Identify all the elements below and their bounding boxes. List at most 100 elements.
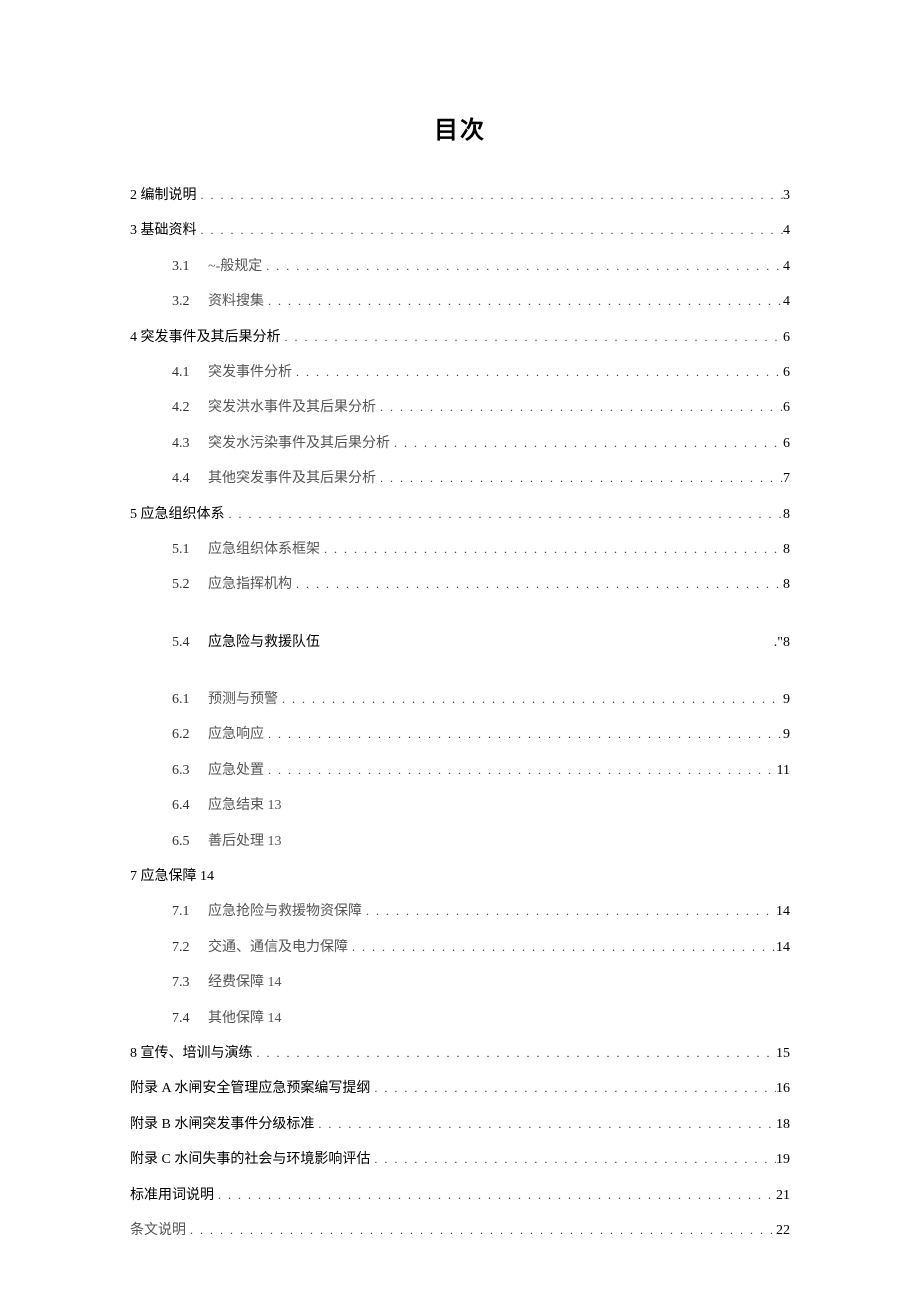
toc-leader-dots bbox=[253, 1044, 777, 1063]
toc-page-number: 15 bbox=[776, 1043, 790, 1065]
toc-entry: 5.4应急险与救援队伍."8 bbox=[130, 632, 790, 654]
toc-entry-label: 3 基础资料 bbox=[130, 220, 197, 242]
toc-entry-text: 应急组织体系框架 bbox=[208, 542, 320, 557]
toc-leader-dots bbox=[264, 292, 783, 311]
toc-entry-label: 5.2应急指挥机构 bbox=[172, 574, 292, 596]
toc-entry-text: 附录 A 水闸安全管理应急预案编写提纲 bbox=[130, 1081, 370, 1096]
toc-entry-text: 突发洪水事件及其后果分析 bbox=[208, 400, 376, 415]
toc-entry-label: 5.4应急险与救援队伍 bbox=[172, 632, 320, 654]
toc-entry: 3.1~-般规定4 bbox=[130, 256, 790, 278]
toc-entry-label: 7 应急保障 14 bbox=[130, 866, 214, 888]
toc-entry: 8 宣传、培训与演练 15 bbox=[130, 1043, 790, 1065]
toc-entry-text: 预测与预警 bbox=[208, 692, 278, 707]
toc-page-number: 6 bbox=[783, 433, 790, 455]
toc-entry-number: 3.2 bbox=[172, 291, 208, 313]
toc-entry: 3.2资料搜集4 bbox=[130, 291, 790, 313]
toc-page-number: 14 bbox=[776, 937, 790, 959]
toc-entry-text: 2 编制说明 bbox=[130, 188, 197, 203]
toc-page-number: 19 bbox=[776, 1149, 790, 1171]
toc-page-number: 21 bbox=[776, 1185, 790, 1207]
toc-leader-dots bbox=[197, 221, 784, 240]
toc-page-number: 14 bbox=[776, 901, 790, 923]
toc-entry-label: 6.5善后处理 13 bbox=[172, 831, 282, 853]
toc-page-number: 8 bbox=[783, 504, 790, 526]
toc-entry-text: 标准用词说明 bbox=[130, 1188, 214, 1203]
toc-entry-text: 3 基础资料 bbox=[130, 223, 197, 238]
toc-entry-label: 3.2资料搜集 bbox=[172, 291, 264, 313]
toc-entry: 4.4其他突发事件及其后果分析 7 bbox=[130, 468, 790, 490]
toc-entry: 7.4其他保障 14 bbox=[130, 1008, 790, 1030]
toc-entry: 3 基础资料 4 bbox=[130, 220, 790, 242]
toc-leader-dots bbox=[225, 505, 784, 524]
toc-page-number: 6 bbox=[783, 362, 790, 384]
toc-entry-text: 7 应急保障 14 bbox=[130, 869, 214, 884]
toc-entry: 2 编制说明 3 bbox=[130, 185, 790, 207]
toc-entry-number: 7.3 bbox=[172, 972, 208, 994]
toc-entry-label: 7.2交通、通信及电力保障 bbox=[172, 937, 348, 959]
toc-leader-dots bbox=[292, 363, 783, 382]
toc-entry-number: 5.2 bbox=[172, 574, 208, 596]
toc-entry: 4.1突发事件分析 6 bbox=[130, 362, 790, 384]
toc-page-number: 7 bbox=[783, 468, 790, 490]
toc-entry-number: 4.1 bbox=[172, 362, 208, 384]
toc-leader-dots bbox=[370, 1150, 776, 1169]
toc-entry: 7.3经费保障 14 bbox=[130, 972, 790, 994]
toc-entry-number: 6.2 bbox=[172, 724, 208, 746]
toc-entry: 6.2应急响应 9 bbox=[130, 724, 790, 746]
toc-entry-label: 5 应急组织体系 bbox=[130, 504, 225, 526]
toc-entry-label: 6.3应急处置 bbox=[172, 760, 264, 782]
toc-entry-label: 5.1应急组织体系框架 bbox=[172, 539, 320, 561]
toc-page-number: 6 bbox=[783, 397, 790, 419]
toc-page-number: 18 bbox=[776, 1114, 790, 1136]
toc-leader-dots bbox=[281, 328, 784, 347]
toc-entry-text: 经费保障 14 bbox=[208, 975, 282, 990]
toc-leader-dots bbox=[376, 398, 783, 417]
toc-leader-dots bbox=[376, 469, 783, 488]
toc-leader-dots bbox=[264, 761, 777, 780]
toc-entry-text: 应急响应 bbox=[208, 727, 264, 742]
toc-entry: 7 应急保障 14 bbox=[130, 866, 790, 888]
toc-entry: 4.3突发水污染事件及其后果分析6 bbox=[130, 433, 790, 455]
toc-entry: 5.1应急组织体系框架 8 bbox=[130, 539, 790, 561]
toc-entry-number: 4.4 bbox=[172, 468, 208, 490]
toc-entry-number: 6.1 bbox=[172, 689, 208, 711]
toc-leader-dots bbox=[262, 257, 783, 276]
toc-entry-label: 4.4其他突发事件及其后果分析 bbox=[172, 468, 376, 490]
toc-entry-text: 8 宣传、培训与演练 bbox=[130, 1046, 253, 1061]
toc-entry-label: 4.1突发事件分析 bbox=[172, 362, 292, 384]
toc-entry-number: 7.4 bbox=[172, 1008, 208, 1030]
toc-entry-number: 6.5 bbox=[172, 831, 208, 853]
toc-entry-number: 4.3 bbox=[172, 433, 208, 455]
toc-entry-text: 附录 B 水闸突发事件分级标准 bbox=[130, 1117, 314, 1132]
toc-spacer bbox=[130, 610, 790, 632]
toc-page-number: 11 bbox=[777, 760, 790, 782]
toc-entry-label: 7.3经费保障 14 bbox=[172, 972, 282, 994]
toc-entry: 附录 A 水闸安全管理应急预案编写提纲 16 bbox=[130, 1078, 790, 1100]
toc-page-number: 9 bbox=[783, 724, 790, 746]
toc-title: 目次 bbox=[130, 110, 790, 145]
toc-entry: 6.5善后处理 13 bbox=[130, 831, 790, 853]
toc-entry-number: 6.3 bbox=[172, 760, 208, 782]
toc-entry: 7.1应急抢险与救援物资保障14 bbox=[130, 901, 790, 923]
toc-page-number: 8 bbox=[783, 539, 790, 561]
toc-entry-text: 资料搜集 bbox=[208, 294, 264, 309]
toc-entry: 条文说明 22 bbox=[130, 1220, 790, 1242]
toc-spacer bbox=[130, 667, 790, 689]
toc-page-number: 4 bbox=[783, 256, 790, 278]
toc-entry: 6.3应急处置 11 bbox=[130, 760, 790, 782]
toc-entry: 附录 C 水间失事的社会与环境影响评估 19 bbox=[130, 1149, 790, 1171]
toc-entry-number: 5.1 bbox=[172, 539, 208, 561]
toc-entry: 6.1预测与预警9 bbox=[130, 689, 790, 711]
toc-leader-dots bbox=[186, 1221, 776, 1240]
toc-entry-text: 应急指挥机构 bbox=[208, 577, 292, 592]
toc-entry-text: 交通、通信及电力保障 bbox=[208, 940, 348, 955]
toc-leader-dots bbox=[370, 1079, 776, 1098]
toc-entry: 5 应急组织体系 8 bbox=[130, 504, 790, 526]
toc-entry-label: 6.1预测与预警 bbox=[172, 689, 278, 711]
toc-entry: 4.2突发洪水事件及其后果分析6 bbox=[130, 397, 790, 419]
toc-entry-text: 其他保障 14 bbox=[208, 1011, 282, 1026]
toc-entry-text: 条文说明 bbox=[130, 1223, 186, 1238]
toc-entry-text: 其他突发事件及其后果分析 bbox=[208, 471, 376, 486]
toc-entry-label: 附录 B 水闸突发事件分级标准 bbox=[130, 1114, 314, 1136]
toc-entry-text: 4 突发事件及其后果分析 bbox=[130, 330, 281, 345]
